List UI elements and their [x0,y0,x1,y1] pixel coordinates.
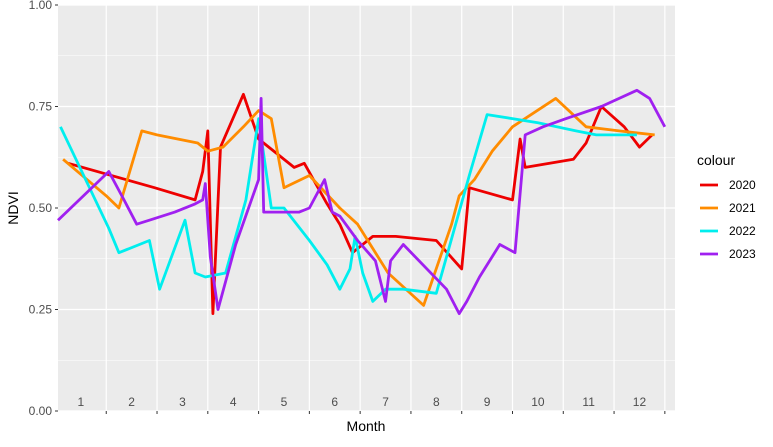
month-label: 4 [230,395,237,409]
y-tick-label: 0.25 [29,303,53,317]
month-label: 3 [179,395,186,409]
legend-label-2022: 2022 [729,224,756,238]
legend-label-2023: 2023 [729,247,756,261]
legend-label-2020: 2020 [729,178,756,192]
y-tick-label: 0.75 [29,100,53,114]
month-label: 5 [281,395,288,409]
month-label: 2 [128,395,135,409]
month-label: 9 [484,395,491,409]
legend-label-2021: 2021 [729,201,756,215]
y-tick-label: 1.00 [29,0,53,12]
month-labels: 1 2 3 4 5 6 7 8 9 10 11 12 [78,395,647,409]
y-axis-title: NDVI [5,191,21,224]
month-label: 6 [331,395,338,409]
month-label: 7 [382,395,389,409]
month-label: 12 [633,395,647,409]
legend: colour 2020 2021 2022 2023 [697,152,756,261]
y-tick-label: 0.00 [29,404,53,418]
y-tick-label: 0.50 [29,201,53,215]
month-label: 8 [433,395,440,409]
series-line-2021 [62,97,655,307]
month-label: 10 [531,395,545,409]
series-lines [57,88,667,316]
series-line-2022 [59,113,637,303]
x-axis-title: Month [347,418,386,434]
legend-title: colour [697,152,735,168]
grid-lines [58,4,675,412]
month-label: 11 [582,395,595,409]
series-line-2023 [57,88,667,316]
month-label: 1 [78,395,85,409]
axes: 0.00 0.25 0.50 0.75 1.00 [29,0,666,418]
